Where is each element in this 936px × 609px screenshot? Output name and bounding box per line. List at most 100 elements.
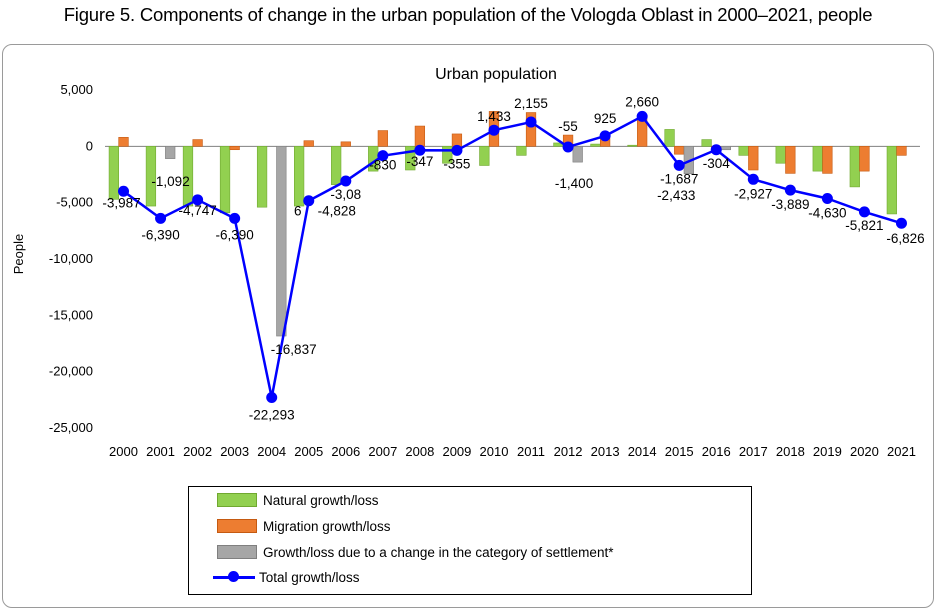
bar-migration xyxy=(451,133,463,147)
bar-natural xyxy=(479,146,490,166)
legend-item-natural: Natural growth/loss xyxy=(189,489,379,511)
bar-natural xyxy=(331,146,342,185)
x-tick-label: 2009 xyxy=(442,444,471,459)
chart-title: Urban population xyxy=(435,66,557,83)
y-tick-label: -15,000 xyxy=(49,307,93,322)
x-tick-label: 2019 xyxy=(813,444,842,459)
bar-migration xyxy=(192,139,203,147)
total-point xyxy=(192,194,204,206)
bar-natural xyxy=(256,146,268,208)
bar-natural xyxy=(627,144,638,147)
bar-natural xyxy=(701,139,712,147)
y-tick-label: 5,000 xyxy=(60,82,93,97)
x-tick-label: 2014 xyxy=(628,444,657,459)
bar-migration xyxy=(674,146,685,155)
total-point xyxy=(562,141,574,153)
data-label: -347 xyxy=(406,154,433,169)
y-axis-label: People xyxy=(11,234,26,274)
x-tick-label: 2010 xyxy=(480,444,509,459)
x-tick-label: 2018 xyxy=(776,444,805,459)
legend-swatch-natural xyxy=(217,493,257,507)
bar-category xyxy=(165,146,176,159)
data-label: -2,433 xyxy=(657,188,695,203)
bar-migration xyxy=(340,141,351,147)
total-point xyxy=(118,185,130,197)
bar-natural xyxy=(849,146,860,188)
bar-natural xyxy=(405,146,416,171)
x-tick-label: 2017 xyxy=(739,444,768,459)
x-tick-label: 2006 xyxy=(331,444,360,459)
total-point xyxy=(895,217,907,229)
total-point xyxy=(266,392,278,404)
legend-item-total: Total growth/loss xyxy=(189,566,360,588)
axes: 5,000 0 -5,000 -10,000 -15,000 -20,000 -25,000… xyxy=(49,82,920,459)
total-point xyxy=(414,144,426,156)
total-point xyxy=(710,144,722,156)
x-tick-label: 2011 xyxy=(517,444,545,459)
total-point xyxy=(377,150,389,162)
total-point xyxy=(488,124,500,136)
x-tick-label: 2007 xyxy=(368,444,397,459)
data-label: -4,630 xyxy=(808,205,846,220)
x-tick-label: 2002 xyxy=(183,444,212,459)
bar-natural xyxy=(775,146,786,164)
data-label: -3,889 xyxy=(771,197,809,212)
bar-migration xyxy=(785,146,796,174)
bar-migration xyxy=(229,146,240,151)
legend-label-migration: Migration growth/loss xyxy=(263,518,391,534)
data-label: -6,826 xyxy=(886,231,924,246)
bar-series xyxy=(108,111,907,337)
legend-swatch-total xyxy=(213,571,255,583)
bar-natural xyxy=(108,146,120,200)
data-label: -304 xyxy=(703,156,731,171)
y-tick-label: -5,000 xyxy=(56,195,93,210)
x-tick-label: 2001 xyxy=(146,444,175,459)
data-label: -1,092 xyxy=(151,174,189,189)
total-line-series xyxy=(118,110,907,404)
data-label: -22,293 xyxy=(249,408,295,423)
bar-migration xyxy=(525,112,537,147)
legend-item-migration: Migration growth/loss xyxy=(189,515,391,537)
x-tick-label: 2013 xyxy=(591,444,620,459)
data-label: -1,400 xyxy=(555,176,593,191)
legend-label-total: Total growth/loss xyxy=(259,569,360,585)
bar-migration xyxy=(896,146,907,156)
data-label: -3,08 xyxy=(330,187,361,202)
bar-category xyxy=(276,146,287,337)
legend: Natural growth/loss Migration growth/los… xyxy=(188,486,752,595)
legend-label-category: Growth/loss due to a change in the categ… xyxy=(263,544,614,560)
y-tick-label: 0 xyxy=(86,138,93,153)
bar-natural xyxy=(145,146,157,207)
data-label: -3,987 xyxy=(102,195,140,210)
total-point xyxy=(451,144,463,156)
x-tick-label: 2021 xyxy=(887,444,916,459)
data-labels: -3,987-6,390-1,092-4,747-6,390-22,293-16… xyxy=(102,94,924,422)
total-point xyxy=(155,212,167,224)
bar-migration xyxy=(377,130,388,147)
bar-natural xyxy=(442,146,453,164)
bar-natural xyxy=(219,146,231,214)
x-tick-label: 2015 xyxy=(665,444,694,459)
total-point xyxy=(673,159,685,171)
data-label: -16,837 xyxy=(271,342,317,357)
bar-migration xyxy=(303,140,314,147)
y-tick-label: -20,000 xyxy=(49,364,93,379)
total-line xyxy=(122,115,902,399)
bar-migration xyxy=(118,137,129,147)
bar-natural xyxy=(182,146,194,207)
data-label: 1,433 xyxy=(477,109,511,124)
x-tick-label: 2016 xyxy=(702,444,731,459)
data-label: 2,660 xyxy=(625,94,659,109)
total-point xyxy=(784,184,796,196)
bar-natural xyxy=(812,146,823,172)
total-point xyxy=(858,206,870,218)
bar-category xyxy=(720,146,731,151)
total-point xyxy=(599,130,611,142)
legend-swatch-category xyxy=(217,545,257,559)
bar-migration xyxy=(414,125,426,147)
total-point xyxy=(821,192,833,204)
y-tick-label: -25,000 xyxy=(49,420,93,435)
legend-label-natural: Natural growth/loss xyxy=(263,492,379,508)
bar-natural xyxy=(738,146,749,156)
data-label: -55 xyxy=(558,119,578,134)
